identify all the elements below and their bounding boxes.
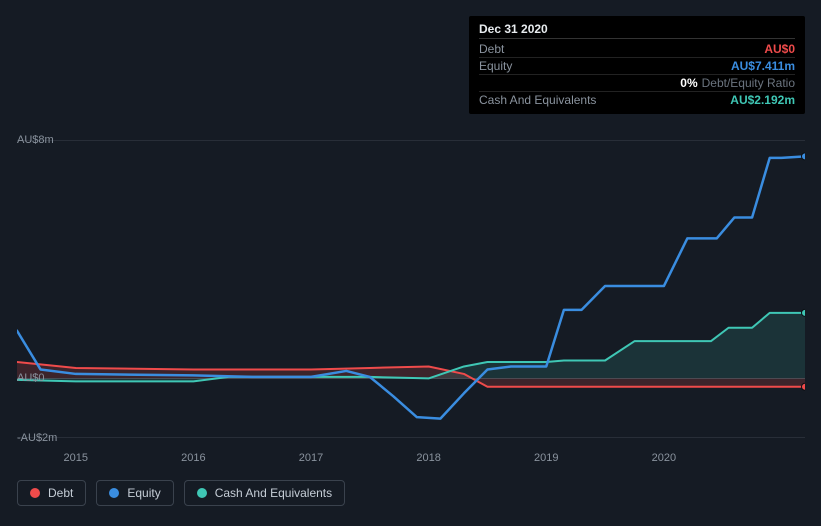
tooltip-row: Debt AU$0	[479, 41, 795, 58]
chart-tooltip: Dec 31 2020 Debt AU$0 Equity AU$7.411m 0%Deb…	[469, 16, 805, 114]
legend-label: Debt	[48, 486, 73, 500]
chart-svg	[17, 140, 805, 438]
x-tick-label: 2016	[181, 452, 205, 464]
tooltip-label: Cash And Equivalents	[479, 93, 596, 107]
legend-debt[interactable]: Debt	[17, 480, 86, 506]
tooltip-row: Equity AU$7.411m	[479, 58, 795, 75]
marker-cash and equivalents	[802, 309, 806, 316]
marker-debt	[802, 383, 806, 390]
tooltip-date: Dec 31 2020	[479, 22, 795, 39]
swatch-icon	[30, 488, 40, 498]
x-tick-label: 2015	[64, 452, 88, 464]
legend-label: Cash And Equivalents	[215, 486, 332, 500]
legend-label: Equity	[127, 486, 160, 500]
x-tick-label: 2020	[652, 452, 676, 464]
marker-equity	[802, 153, 806, 160]
swatch-icon	[109, 488, 119, 498]
tooltip-value: AU$0	[764, 42, 795, 56]
tooltip-row: Cash And Equivalents AU$2.192m	[479, 92, 795, 108]
legend-equity[interactable]: Equity	[96, 480, 173, 506]
tooltip-row: 0%Debt/Equity Ratio	[479, 75, 795, 92]
chart-area: AU$8mAU$0-AU$2m	[17, 140, 805, 438]
tooltip-value: AU$7.411m	[731, 59, 795, 73]
swatch-icon	[197, 488, 207, 498]
x-tick-label: 2017	[299, 452, 323, 464]
x-tick-label: 2019	[534, 452, 558, 464]
tooltip-label: Debt	[479, 42, 504, 56]
x-tick-label: 2018	[416, 452, 440, 464]
chart-legend: Debt Equity Cash And Equivalents	[17, 480, 345, 506]
tooltip-label: Equity	[479, 59, 512, 73]
tooltip-value: AU$2.192m	[730, 93, 795, 107]
legend-cash[interactable]: Cash And Equivalents	[184, 480, 345, 506]
tooltip-value: 0%Debt/Equity Ratio	[680, 76, 795, 90]
